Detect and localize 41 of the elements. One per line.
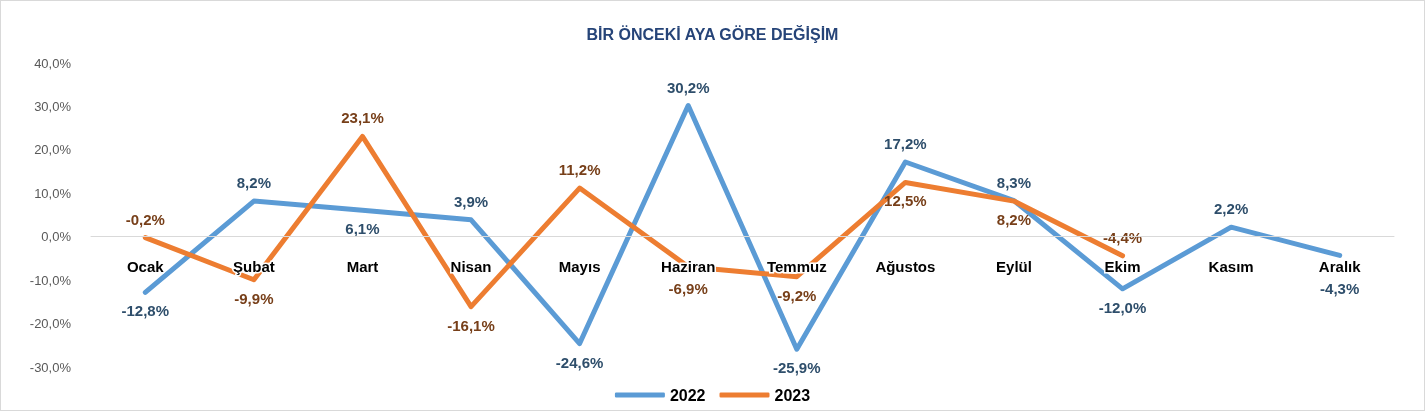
data-label: 8,3%: [996, 173, 1032, 191]
x-tick-label: Eylül: [996, 257, 1032, 275]
data-label: -12,0%: [1098, 298, 1147, 316]
y-tick-label: 0,0%: [41, 229, 72, 245]
data-label: -25,9%: [773, 359, 821, 377]
y-tick-label: 30,0%: [34, 98, 72, 114]
data-label: 12,5%: [884, 192, 927, 210]
x-tick-label: Mayıs: [558, 257, 601, 275]
data-label: 17,2%: [884, 135, 927, 153]
x-tick-label: Kasım: [1208, 257, 1254, 275]
x-tick-label: Ocak: [126, 257, 165, 275]
data-label: -9,9%: [234, 289, 274, 307]
data-label: 30,2%: [666, 78, 710, 96]
data-label: 8,2%: [996, 211, 1032, 229]
y-tick-label: -20,0%: [29, 316, 72, 332]
data-label: 8,2%: [236, 174, 271, 192]
data-label: 11,2%: [558, 161, 601, 179]
legend-label: 2022: [669, 386, 706, 404]
y-tick-label: 40,0%: [34, 55, 72, 71]
y-tick-label: 20,0%: [34, 142, 72, 158]
x-tick-label: Mart: [346, 257, 379, 275]
chart-title: BİR ÖNCEKİ AYA GÖRE DEĞİŞİM: [586, 24, 839, 43]
data-label: 2,2%: [1214, 200, 1249, 218]
x-tick-label: Ekim: [1104, 257, 1141, 275]
data-label: -12,8%: [121, 302, 170, 320]
data-label: -4,3%: [1320, 279, 1360, 297]
x-tick-label: Nisan: [450, 257, 492, 275]
legend-label: 2023: [774, 386, 811, 404]
x-tick-label: Ağustos: [875, 257, 936, 275]
data-label: 23,1%: [341, 109, 384, 127]
data-label: -16,1%: [447, 316, 495, 334]
y-tick-label: 10,0%: [34, 185, 72, 201]
y-tick-label: -10,0%: [29, 272, 72, 288]
data-label: 3,9%: [453, 192, 489, 210]
data-label: 6,1%: [345, 220, 380, 238]
x-tick-label: Aralık: [1318, 257, 1362, 275]
data-label: -0,2%: [125, 210, 165, 228]
data-label: -24,6%: [555, 353, 604, 371]
data-label: -9,2%: [777, 286, 817, 304]
y-tick-label: -30,0%: [29, 359, 72, 375]
data-label: -6,9%: [668, 279, 708, 297]
